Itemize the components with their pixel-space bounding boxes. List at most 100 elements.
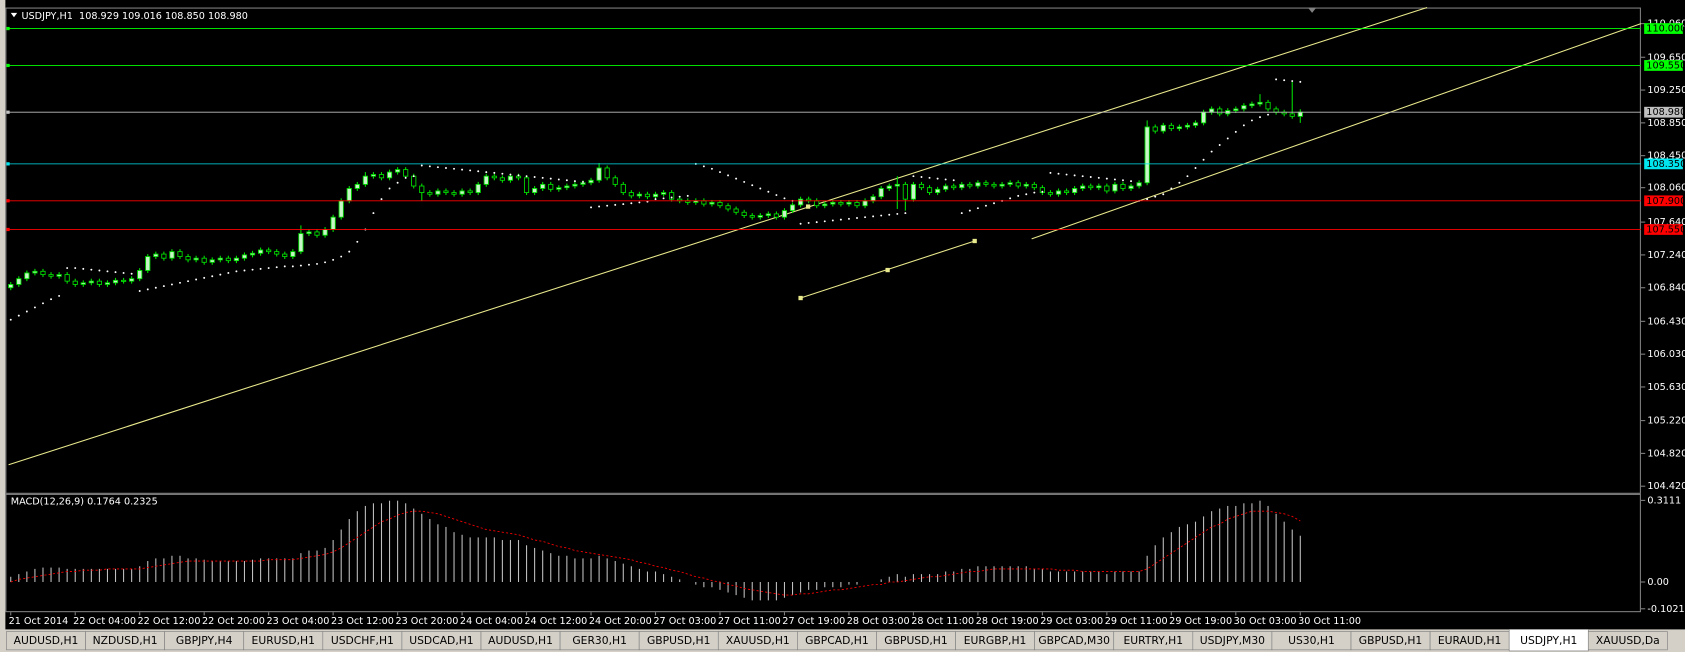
- sar-dot: [984, 204, 987, 207]
- tab-label[interactable]: EURGBP,H1: [964, 634, 1027, 647]
- sar-dot: [904, 212, 907, 215]
- sar-dot: [960, 212, 963, 215]
- x-tick-label: 30 Oct 03:00: [1234, 616, 1297, 627]
- y-tick-label: 108.060: [1647, 183, 1685, 194]
- sar-dot: [17, 314, 20, 317]
- candle-body: [1096, 185, 1102, 189]
- tab-label[interactable]: EURAUD,H1: [1438, 634, 1502, 647]
- sar-dot: [340, 255, 343, 258]
- candle-body: [967, 183, 973, 187]
- candle-body: [322, 229, 328, 236]
- candle-body: [338, 200, 344, 218]
- level-label-box: [1644, 106, 1683, 118]
- candle-body: [862, 200, 868, 207]
- trend-anchor: [885, 267, 890, 273]
- tab-label[interactable]: USDJPY,H1: [1520, 634, 1577, 647]
- sar-dot: [847, 217, 850, 220]
- sar-dot: [170, 283, 173, 286]
- sar-dot: [356, 240, 359, 243]
- candle-body: [741, 211, 747, 216]
- sar-dot: [670, 196, 673, 199]
- candle-body: [1072, 188, 1078, 194]
- sar-dot: [872, 215, 875, 218]
- candle-body: [475, 183, 481, 194]
- macd-title: MACD(12,26,9) 0.1764 0.2325: [11, 496, 158, 507]
- tab-label[interactable]: EURUSD,H1: [252, 634, 315, 647]
- candle-body: [669, 192, 675, 200]
- sar-dot: [1049, 171, 1052, 174]
- candle-body: [354, 183, 360, 189]
- candle-body: [1217, 108, 1223, 115]
- tab-label[interactable]: GBPCAD,H1: [805, 634, 869, 647]
- tab-label[interactable]: USDJPY,M30: [1200, 634, 1265, 647]
- y-tick-label: 105.630: [1647, 382, 1685, 393]
- tab-label[interactable]: NZDUSD,H1: [93, 634, 158, 647]
- candle-body: [1200, 111, 1207, 124]
- tab-label[interactable]: AUDUSD,H1: [14, 634, 79, 647]
- candle-body: [822, 203, 828, 207]
- candle-body: [386, 171, 393, 179]
- sar-dot: [606, 204, 609, 207]
- sar-dot: [388, 187, 391, 190]
- y-tick-label: 0.3111: [1647, 495, 1681, 506]
- candle-body: [1063, 190, 1070, 194]
- candle-body: [427, 192, 433, 195]
- sar-dot: [815, 221, 818, 224]
- sar-dot: [710, 167, 713, 170]
- sar-dot: [1162, 193, 1165, 196]
- sar-dot: [638, 201, 641, 204]
- candle-body: [185, 256, 191, 261]
- x-tick-label: 30 Oct 11:00: [1298, 616, 1361, 627]
- candle-body: [1055, 190, 1062, 195]
- candle-body: [926, 187, 933, 194]
- tab-label[interactable]: GBPUSD,H1: [647, 634, 710, 647]
- x-tick-label: 29 Oct 03:00: [1040, 616, 1103, 627]
- main-panel-frame: [5, 7, 1641, 494]
- sar-dot: [98, 269, 101, 272]
- tab-label[interactable]: USDCAD,H1: [409, 634, 473, 647]
- level-label-box: [1644, 224, 1683, 235]
- candle-body: [1176, 126, 1182, 130]
- tab-label[interactable]: EURTRY,H1: [1123, 634, 1183, 647]
- tab-label[interactable]: GBPJPY,H4: [176, 634, 233, 647]
- tab-label[interactable]: AUDUSD,H1: [488, 634, 553, 647]
- sar-dot: [839, 218, 842, 221]
- tab[interactable]: [1587, 631, 1668, 651]
- tab-label[interactable]: XAUUSD,H1: [726, 634, 790, 647]
- tab-label[interactable]: XAUUSD,Da: [1596, 634, 1660, 647]
- y-tick-label: 108.450: [1647, 151, 1685, 162]
- tab-label[interactable]: GBPCAD,M30: [1038, 634, 1110, 647]
- sar-dot: [1154, 195, 1157, 198]
- sar-dot: [162, 285, 165, 288]
- sar-dot: [1105, 177, 1108, 180]
- tab-label[interactable]: US30,H1: [1288, 634, 1335, 647]
- sar-dot: [477, 170, 480, 173]
- sar-dot: [275, 266, 278, 269]
- y-tick-label: 104.820: [1647, 448, 1685, 459]
- sar-dot: [565, 179, 568, 182]
- sar-dot: [968, 209, 971, 212]
- sar-dot: [888, 213, 891, 216]
- tab-label[interactable]: GBPUSD,H1: [884, 634, 947, 647]
- x-tick-label: 21 Oct 2014: [9, 616, 69, 627]
- candle-body: [8, 284, 14, 289]
- sar-dot: [122, 271, 125, 274]
- tab-label[interactable]: USDCHF,H1: [331, 634, 394, 647]
- sar-dot: [1234, 130, 1237, 133]
- candle-body: [467, 190, 473, 194]
- y-tick-label: 106.030: [1647, 349, 1685, 360]
- sar-dot: [211, 275, 214, 278]
- candle-body: [451, 192, 457, 195]
- trend-anchor: [798, 295, 803, 301]
- sar-dot: [1250, 119, 1253, 122]
- sar-dot: [146, 288, 149, 291]
- tab-label[interactable]: GBPUSD,H1: [1359, 634, 1422, 647]
- candle-body: [346, 188, 352, 202]
- sar-dot: [1025, 193, 1028, 196]
- candle-body: [225, 257, 231, 262]
- candle-body: [104, 282, 111, 285]
- sar-dot: [1194, 167, 1197, 169]
- candle-body: [1047, 192, 1054, 195]
- tab-label[interactable]: GER30,H1: [572, 634, 627, 647]
- y-tick-label: 0.00: [1647, 577, 1669, 588]
